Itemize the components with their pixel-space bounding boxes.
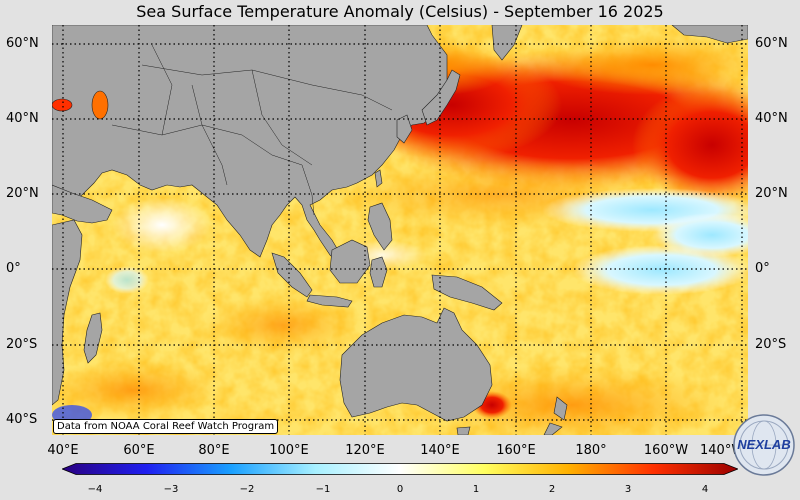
- colorbar-tick-1: 1: [472, 484, 480, 495]
- lat-label-20n-right: 20°N: [755, 186, 788, 201]
- lat-label-60n-right: 60°N: [755, 36, 788, 51]
- colorbar-tick-neg3: −3: [163, 484, 179, 495]
- lon-label-100e: 100°E: [269, 443, 309, 458]
- landmass-philippines: [367, 202, 393, 251]
- lat-label-60n: 60°N: [6, 36, 39, 51]
- landmass-java: [306, 294, 353, 308]
- landmass-new-zealand: [553, 396, 568, 421]
- lat-label-0-right: 0°: [755, 261, 770, 276]
- lat-label-20n: 20°N: [6, 186, 39, 201]
- colorbar-tick-4: 4: [701, 484, 709, 495]
- lon-label-180: 180°: [575, 443, 607, 458]
- landmass-new-zealand-south: [543, 422, 563, 435]
- lon-label-140w: 140°W: [700, 443, 740, 458]
- landmass-eurasia: [52, 25, 448, 271]
- lat-label-40n-right: 40°N: [755, 111, 788, 126]
- lat-label-20s: 20°S: [6, 337, 38, 352]
- lon-label-140e: 140°E: [420, 443, 460, 458]
- landmass-australia: [339, 307, 493, 422]
- landmass-sumatra: [271, 252, 313, 298]
- colorbar-tick-3: 3: [624, 484, 632, 495]
- colorbar: [62, 463, 738, 475]
- landmass-sulawesi: [369, 256, 388, 288]
- sst-anomaly-map: [52, 25, 748, 435]
- lat-label-40s: 40°S: [6, 412, 38, 427]
- nexlab-globe-logo: NEXLAB: [733, 414, 795, 476]
- colorbar-fill: [62, 463, 738, 475]
- landmass-kamchatka: [491, 25, 523, 61]
- lat-label-40n: 40°N: [6, 111, 39, 126]
- logo-text: NEXLAB: [737, 437, 790, 452]
- landmass-tasmania: [456, 426, 471, 435]
- lon-label-160w: 160°W: [643, 443, 689, 458]
- landmass-taiwan: [374, 169, 383, 188]
- lon-label-120e: 120°E: [345, 443, 385, 458]
- landmass-korea: [396, 114, 413, 144]
- colorbar-tick-2: 2: [548, 484, 556, 495]
- country-borders: [111, 44, 393, 216]
- lon-label-160e: 160°E: [496, 443, 536, 458]
- colorbar-tick-neg4: −4: [87, 484, 103, 495]
- map-title: Sea Surface Temperature Anomaly (Celsius…: [136, 2, 664, 21]
- graticule: [52, 25, 748, 435]
- lat-label-0: 0°: [6, 261, 21, 276]
- lon-label-40e: 40°E: [47, 443, 79, 458]
- landmass-new-guinea: [431, 274, 503, 311]
- colorbar-tick-neg1: −1: [315, 484, 331, 495]
- land-masses: [52, 25, 748, 435]
- lat-label-20s-right: 20°S: [755, 337, 787, 352]
- landmass-borneo: [329, 239, 371, 284]
- landmass-africa: [52, 219, 83, 406]
- colorbar-tick-0: 0: [396, 484, 404, 495]
- landmass-madagascar: [83, 312, 103, 364]
- colorbar-tick-neg2: −2: [239, 484, 255, 495]
- lon-label-80e: 80°E: [198, 443, 230, 458]
- landmass-japan: [421, 69, 461, 126]
- landmass-alaska: [671, 25, 748, 44]
- data-credit: Data from NOAA Coral Reef Watch Program: [53, 419, 279, 434]
- lon-label-60e: 60°E: [123, 443, 155, 458]
